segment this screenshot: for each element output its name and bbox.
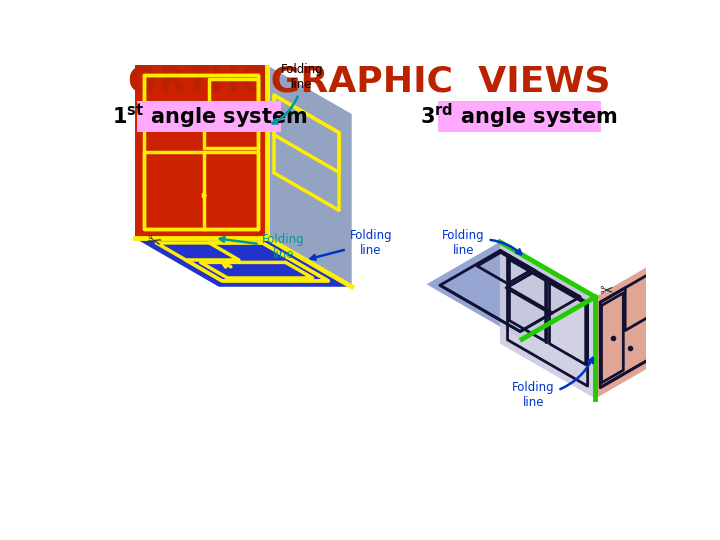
Polygon shape <box>135 65 267 238</box>
Text: $\mathbf{1^{st}}$ angle system: $\mathbf{1^{st}}$ angle system <box>112 102 307 131</box>
Polygon shape <box>500 242 595 399</box>
Text: Folding
line: Folding line <box>513 358 593 409</box>
Polygon shape <box>426 242 595 339</box>
Polygon shape <box>267 65 351 287</box>
Polygon shape <box>595 261 657 399</box>
Text: $\mathbf{3^{rd}}$ angle system: $\mathbf{3^{rd}}$ angle system <box>420 102 618 131</box>
Text: ORTHOGRAPHIC  VIEWS: ORTHOGRAPHIC VIEWS <box>127 65 611 99</box>
Text: ✂: ✂ <box>600 281 613 299</box>
Text: Folding
line: Folding line <box>220 233 305 261</box>
Text: Folding
line: Folding line <box>272 63 323 124</box>
Text: Folding
line: Folding line <box>311 229 392 260</box>
Text: Folding
line: Folding line <box>442 228 521 256</box>
FancyBboxPatch shape <box>138 101 282 132</box>
Polygon shape <box>135 238 351 287</box>
Text: ✂: ✂ <box>143 232 163 253</box>
FancyBboxPatch shape <box>438 101 600 132</box>
